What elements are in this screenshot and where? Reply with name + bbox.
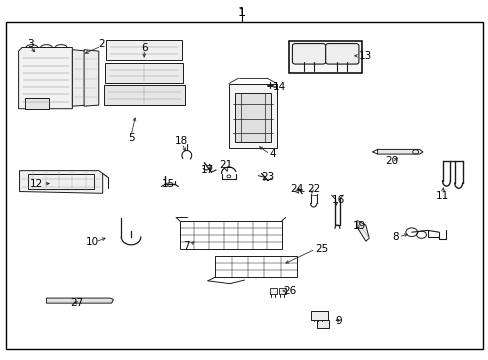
Bar (278, 288, 285, 294)
Text: 21: 21 (219, 160, 232, 170)
Polygon shape (234, 93, 270, 142)
Polygon shape (46, 298, 113, 303)
Polygon shape (20, 171, 102, 193)
Text: 19: 19 (352, 221, 366, 231)
Text: 5: 5 (127, 132, 134, 143)
Polygon shape (228, 84, 276, 148)
Text: 9: 9 (334, 316, 341, 326)
Text: 10: 10 (85, 237, 98, 247)
FancyBboxPatch shape (325, 44, 358, 64)
Text: 24: 24 (290, 184, 304, 194)
Bar (269, 288, 276, 294)
Text: 20: 20 (385, 156, 398, 166)
Text: 3: 3 (27, 39, 34, 49)
Polygon shape (106, 40, 182, 60)
Text: 14: 14 (272, 82, 286, 92)
Text: 11: 11 (435, 191, 448, 201)
Bar (289, 41, 361, 73)
Text: 23: 23 (261, 172, 274, 182)
Polygon shape (19, 48, 72, 109)
Text: 8: 8 (391, 232, 398, 242)
Text: 22: 22 (306, 184, 320, 194)
Bar (310, 311, 327, 320)
Text: 6: 6 (141, 42, 147, 53)
Text: 26: 26 (282, 286, 296, 296)
Polygon shape (84, 50, 99, 106)
Polygon shape (377, 149, 422, 154)
Text: 1: 1 (238, 8, 245, 18)
Text: 7: 7 (183, 240, 190, 251)
Polygon shape (25, 98, 49, 109)
Text: 16: 16 (331, 195, 345, 205)
Text: 1: 1 (238, 6, 245, 19)
Bar (316, 320, 328, 328)
Text: 15: 15 (162, 179, 175, 189)
Text: 27: 27 (70, 298, 84, 308)
Text: 2: 2 (98, 39, 104, 49)
Text: 18: 18 (175, 136, 188, 146)
Polygon shape (356, 220, 368, 241)
Text: 4: 4 (269, 149, 276, 159)
Text: 13: 13 (358, 51, 372, 61)
Polygon shape (72, 50, 87, 106)
Text: 17: 17 (201, 165, 214, 175)
Text: 25: 25 (314, 244, 328, 254)
Polygon shape (103, 85, 184, 105)
Polygon shape (105, 63, 183, 83)
FancyBboxPatch shape (292, 44, 325, 64)
Text: 12: 12 (30, 179, 43, 189)
